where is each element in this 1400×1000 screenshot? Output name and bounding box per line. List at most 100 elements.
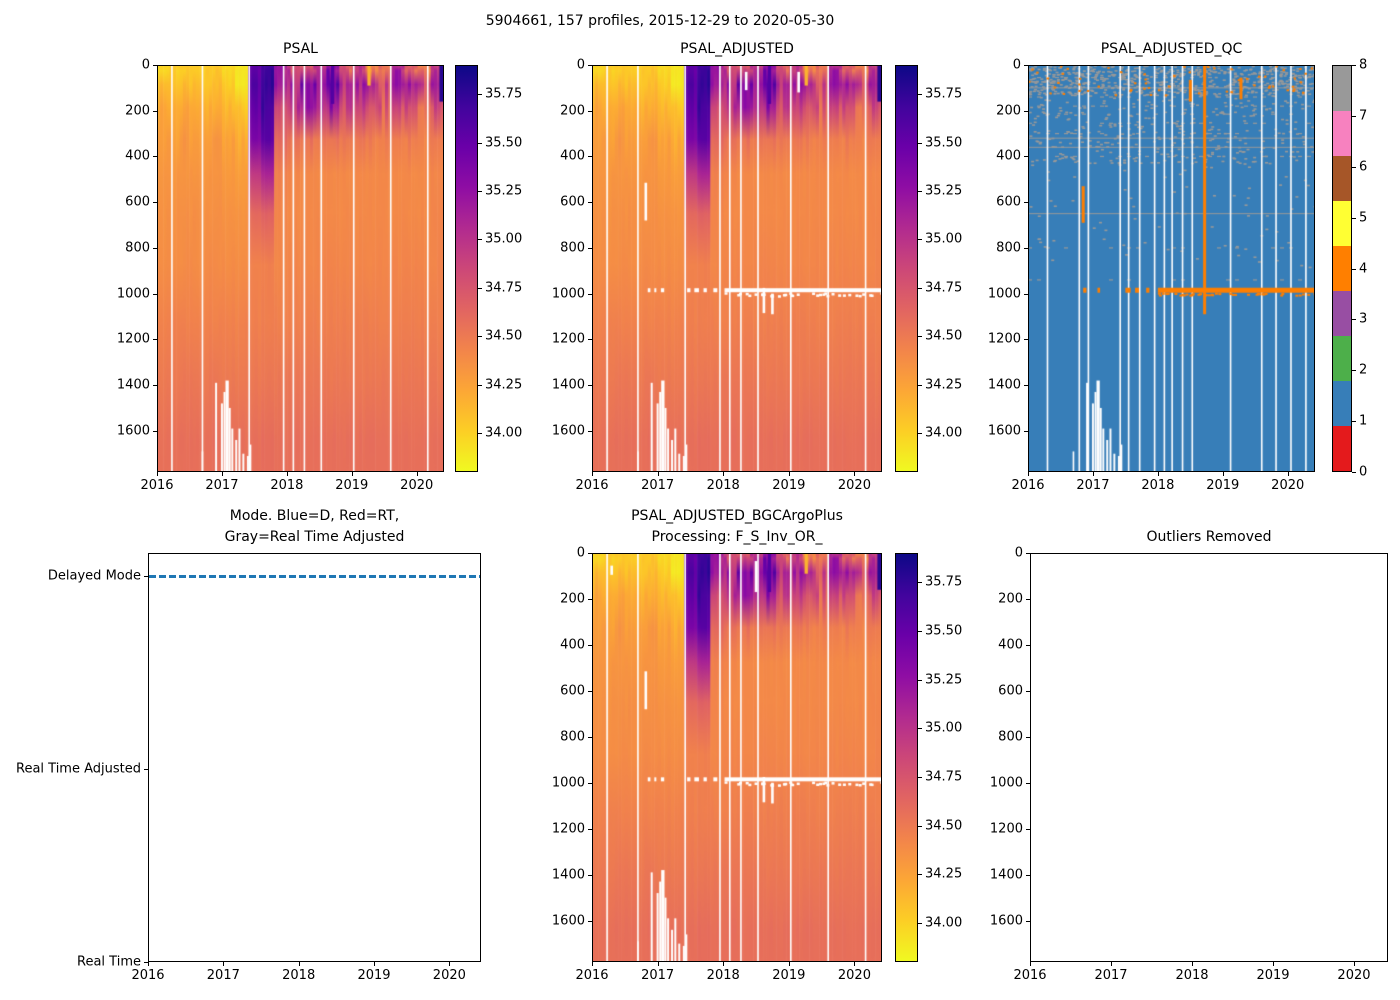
colorbar-psal-adjusted: 35.75 35.50 35.25 35.00 34.75 34.50 34.25 34.00 [895,65,962,472]
colorbar-tick-label: 34.00 [925,425,963,441]
colorbar-tick-label: 34.25 [925,866,963,882]
x-tick-mark [854,962,856,966]
y-tick-label: 200 [560,103,585,119]
y-tick-mark [588,782,592,784]
y-tick-mark [1024,339,1028,341]
colorbar-tick-mark [1352,268,1356,270]
colorbar-tick-mark [478,336,482,338]
colorbar-qc: 8 7 6 5 4 3 2 1 0 [1332,58,1367,480]
x-tick-label: 2020 [400,478,434,493]
colorbar-tick-mark [478,142,482,144]
y-tick-label: 400 [998,637,1023,653]
colorbar-tick-label: 34.00 [925,915,963,931]
y-tick-label: 1000 [989,775,1023,791]
x-tick-mark [854,472,856,476]
x-tick-mark [351,472,353,476]
x-tick-mark [1222,472,1224,476]
subplot-outliers-removed: Outliers Removed 2016 2017 2018 2019 2020 0 20… [990,529,1388,983]
colorbar-tick-label: 7 [1359,108,1368,124]
y-tick-mark [1026,644,1030,646]
colorbar-tick-mark [478,94,482,96]
y-tick-mark [153,247,157,249]
y-tick-mark [588,920,592,922]
y-tick-mark [1024,293,1028,295]
subplot-psal-adjusted-bgc: PSAL_ADJUSTED_BGCArgoPlus Processing: F_… [552,508,882,983]
x-tick-label: 2017 [205,478,239,493]
y-tick-label: 1200 [987,331,1021,347]
colorbar-tick-label: 35.50 [925,135,963,151]
y-tick-mark [1026,598,1030,600]
colorbar-tick-label: 35.50 [485,135,523,151]
colorbar-gradient [455,65,478,472]
y-tick-label: 400 [560,637,585,653]
colorbar-segment-5 [1333,201,1351,246]
y-tick-label: 1600 [989,913,1023,929]
y-tick-mark [1024,247,1028,249]
y-tick-mark [588,644,592,646]
mode-line [149,574,480,578]
colorbar-tick-label: 1 [1359,413,1368,429]
subplot-mode: Mode. Blue=D, Red=RT, Gray=Real Time Adj… [16,508,481,983]
y-tick-label: 1400 [551,377,585,393]
colorbar-psal-adjusted-bgc: 35.75 35.50 35.25 35.00 34.75 34.50 34.25 34.00 [895,553,962,962]
y-tick-mark [588,339,592,341]
y-tick-label: 1400 [987,377,1021,393]
y-tick-label: 1400 [551,867,585,883]
colorbar-tick-label: 34.25 [485,377,523,393]
y-tick-mark [153,202,157,204]
x-tick-label: 2019 [357,968,391,983]
x-tick-label: 2016 [1011,478,1045,493]
colorbar-tick-label: 35.00 [925,231,963,247]
x-tick-label: 2017 [206,968,240,983]
x-tick-label: 2018 [270,478,304,493]
y-tick-label: 200 [125,103,150,119]
x-tick-mark [723,472,725,476]
colorbar-tick-label: 35.75 [925,86,963,102]
y-tick-label: 600 [998,683,1023,699]
x-tick-mark [1191,962,1193,966]
y-tick-label: Delayed Mode [47,568,141,584]
y-tick-label: 1600 [551,913,585,929]
y-tick-mark [588,736,592,738]
y-tick-mark [144,576,148,578]
y-tick-label: 1400 [116,377,150,393]
x-tick-mark [1287,472,1289,476]
subplot-psal-adjusted-qc-title: PSAL_ADJUSTED_QC [1100,40,1243,57]
psal-adjusted-qc-heatmap [1028,65,1315,472]
x-tick-label: 2020 [1271,478,1305,493]
y-tick-mark [1026,690,1030,692]
x-tick-mark [1353,962,1355,966]
qc-colorbar-body [1332,65,1352,472]
colorbar-tick-label: 35.25 [925,672,963,688]
y-tick-label: 800 [125,240,150,256]
psal-adjusted-bgc-heatmap [592,553,882,962]
y-tick-label: 1200 [551,331,585,347]
x-tick-label: 2020 [837,968,871,983]
subplot-outliers-removed-title: Outliers Removed [1146,528,1272,545]
colorbar-segment-2 [1333,336,1351,381]
y-tick-label: Real Time Adjusted [16,761,141,777]
colorbar-tick-label: 34.75 [925,280,963,296]
y-tick-label: 400 [560,148,585,164]
x-tick-label: 2019 [1256,968,1290,983]
x-tick-label: 2016 [575,968,609,983]
colorbar-tick-mark [918,825,922,827]
y-tick-label: 0 [141,57,150,73]
y-tick-mark [1026,736,1030,738]
x-tick-mark [788,472,790,476]
colorbar-tick-mark [918,776,922,778]
subplot-psal-adjusted-qc: PSAL_ADJUSTED_QC 2016 2017 2018 2019 2020 0 20… [988,41,1315,493]
x-tick-label: 2019 [335,478,369,493]
colorbar-tick-mark [478,384,482,386]
x-tick-label: 2017 [1076,478,1110,493]
colorbar-tick-label: 35.25 [925,183,963,199]
x-tick-mark [223,962,225,966]
subplot-psal-title: PSAL [283,40,318,57]
colorbar-tick-mark [918,433,922,435]
y-tick-label: 1200 [551,821,585,837]
y-tick-label: 1000 [116,286,150,302]
y-tick-mark [1024,65,1028,66]
x-tick-mark [657,962,659,966]
axes-frame [148,553,481,962]
x-tick-label: 2020 [1337,968,1371,983]
